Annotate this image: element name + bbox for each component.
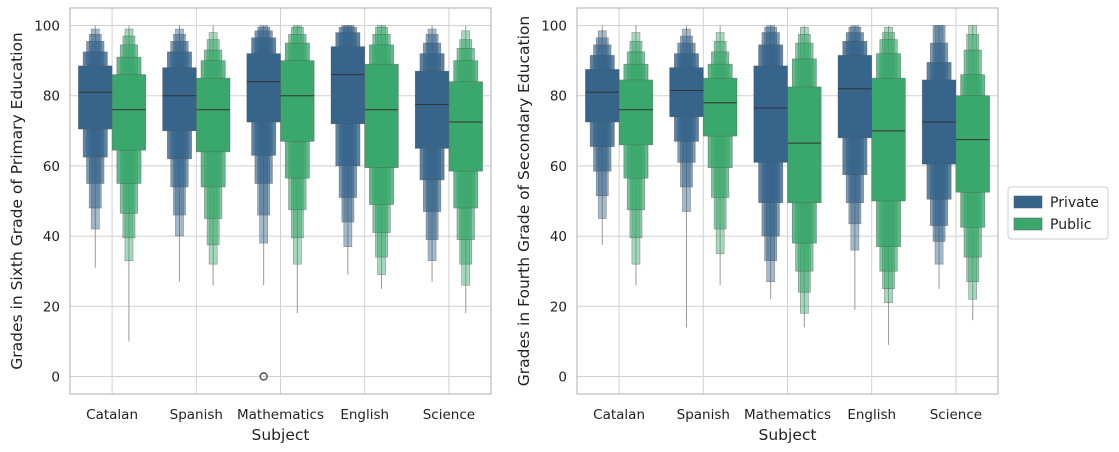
- y-tick-label: 0: [51, 369, 60, 385]
- y-tick-label: 60: [550, 159, 567, 175]
- boxen-level-private: [585, 69, 620, 123]
- boxen-level-public: [364, 63, 399, 168]
- x-tick-label: English: [847, 407, 896, 423]
- plot-frame: [69, 7, 492, 395]
- x-tick-label: Spanish: [677, 407, 730, 423]
- boxen-level-private: [330, 46, 365, 125]
- boxen-level-public: [618, 79, 654, 146]
- x-tick-label: Science: [930, 407, 982, 423]
- boxen-level-private: [753, 65, 788, 163]
- y-tick-label: 40: [43, 229, 60, 245]
- legend-swatch-private: [1013, 195, 1043, 209]
- boxen-level-public: [955, 95, 990, 193]
- boxen-level-private: [414, 70, 450, 149]
- y-tick-label: 80: [550, 89, 567, 105]
- legend-label-private: Private: [1050, 195, 1099, 211]
- boxen-level-private: [669, 67, 704, 118]
- boxen-level-public: [871, 77, 906, 202]
- boxen-level-public: [448, 81, 483, 172]
- y-tick-label: 100: [541, 19, 567, 35]
- y-tick-label: 60: [43, 159, 60, 175]
- y-tick-label: 20: [550, 299, 567, 315]
- legend-label-public: Public: [1050, 217, 1091, 233]
- boxen-level-private: [837, 55, 873, 139]
- boxen-level-private: [162, 67, 197, 132]
- boxen-level-public: [702, 77, 738, 137]
- y-tick-label: 20: [43, 299, 60, 315]
- x-tick-label: Catalan: [86, 407, 138, 423]
- boxen-level-public: [111, 74, 147, 151]
- boxen-level-public: [280, 60, 315, 142]
- x-tick-label: English: [340, 407, 389, 423]
- plot-frame: [576, 7, 999, 395]
- boxen-level-public: [787, 86, 822, 204]
- x-tick-label: Mathematics: [744, 407, 831, 423]
- y-axis-label: Grades in Fourth Grade of Secondary Educ…: [515, 16, 533, 386]
- y-tick-label: 100: [34, 19, 60, 35]
- y-tick-label: 80: [43, 89, 60, 105]
- y-tick-label: 0: [558, 369, 567, 385]
- x-axis-label: Subject: [252, 426, 310, 444]
- boxen-level-private: [246, 53, 281, 123]
- outlier-point: [259, 372, 268, 381]
- legend-swatch-public: [1013, 217, 1043, 231]
- y-axis-label: Grades in Sixth Grade of Primary Educati…: [8, 32, 26, 370]
- boxen-level-public: [196, 77, 231, 153]
- x-axis-label: Subject: [759, 426, 817, 444]
- x-tick-label: Spanish: [170, 407, 223, 423]
- boxen-level-private: [78, 65, 113, 130]
- x-tick-label: Catalan: [593, 407, 645, 423]
- x-tick-label: Science: [423, 407, 475, 423]
- x-tick-label: Mathematics: [237, 407, 324, 423]
- y-tick-label: 40: [550, 229, 567, 245]
